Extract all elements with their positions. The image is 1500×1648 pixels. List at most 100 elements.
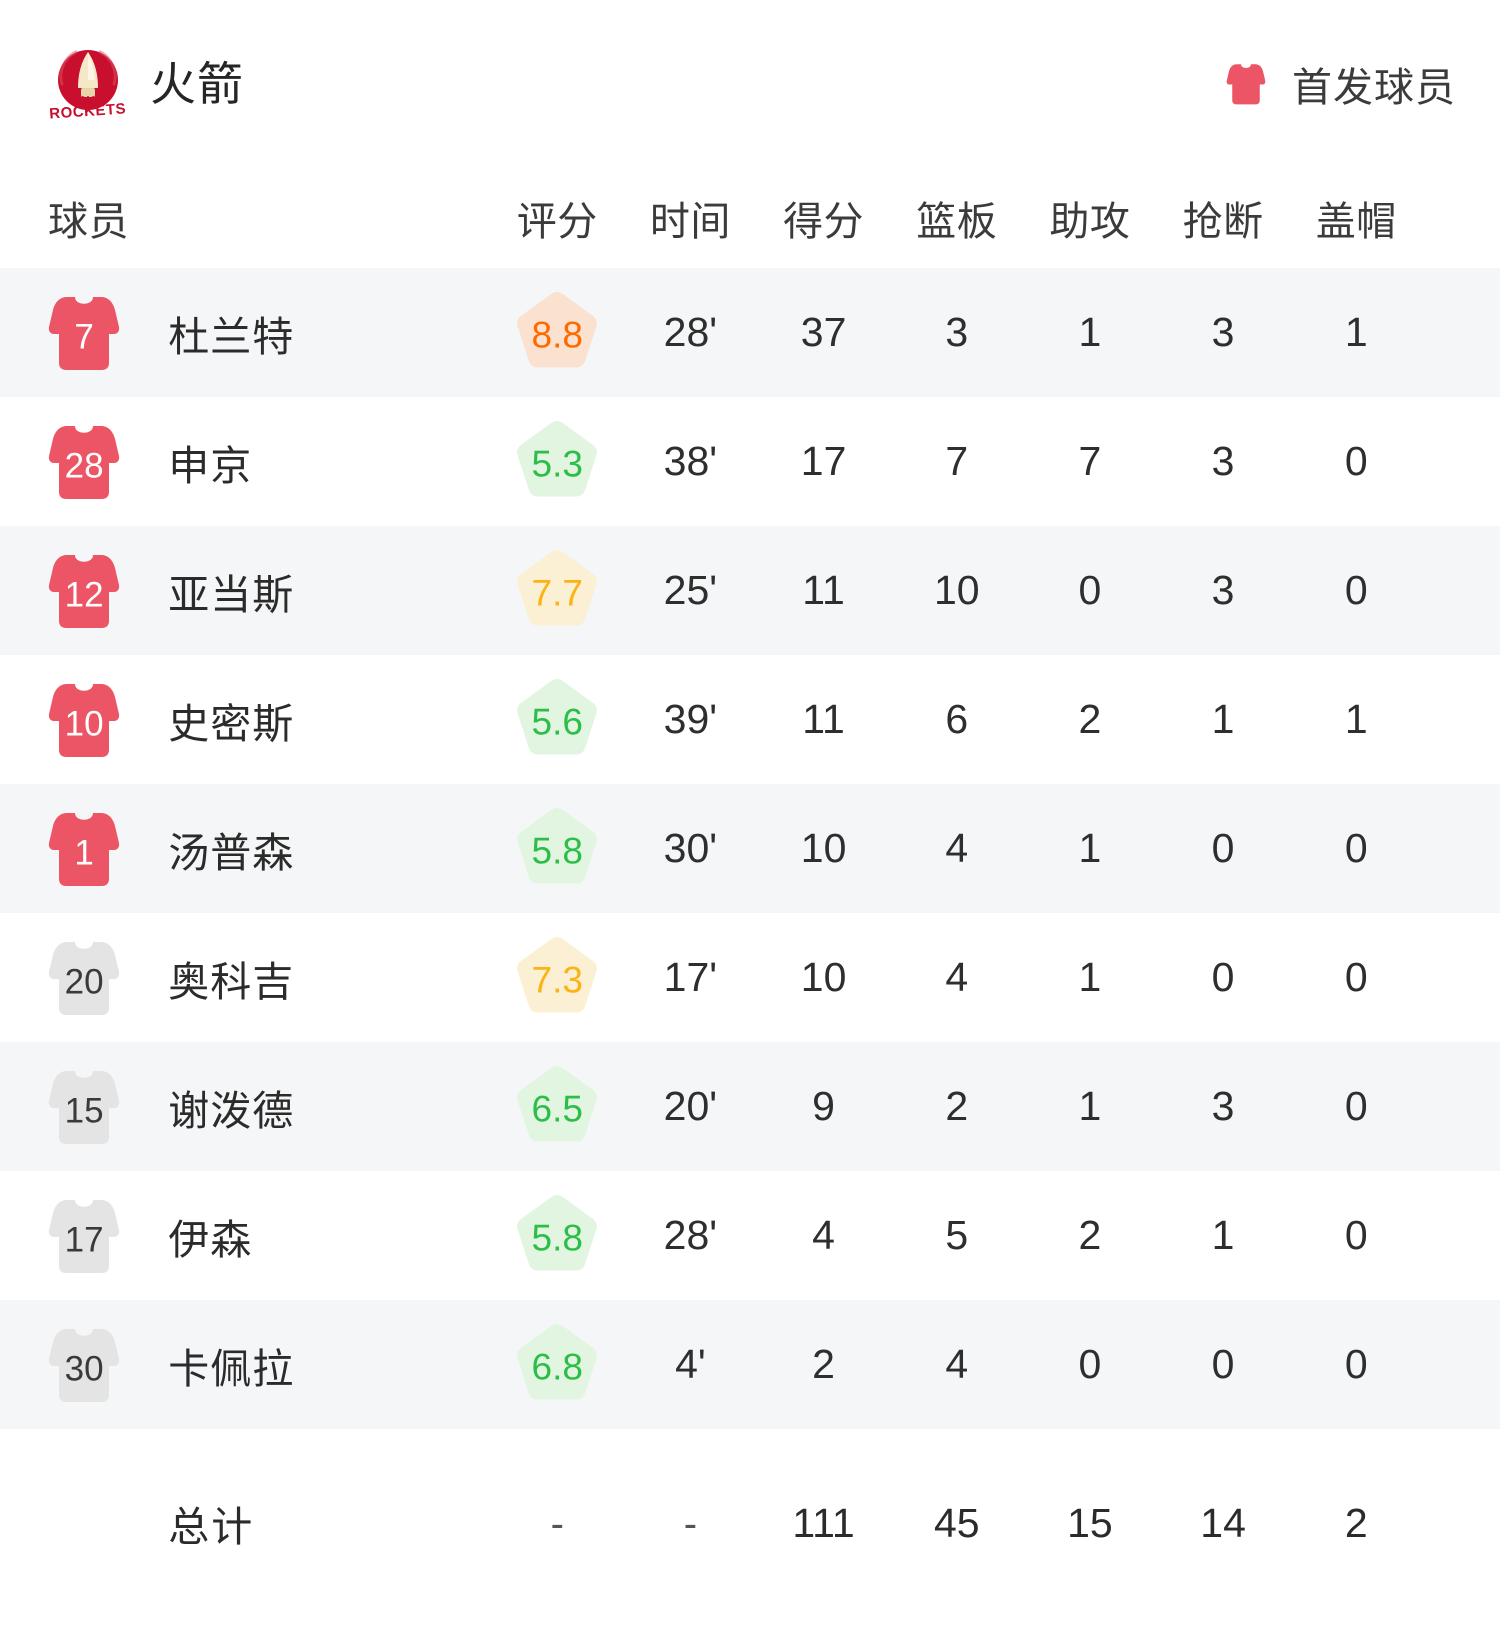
player-name[interactable]: 史密斯 bbox=[168, 700, 295, 747]
player-jersey-cell: 1 bbox=[0, 784, 168, 913]
stat-rebounds: 4 bbox=[945, 825, 969, 871]
player-name[interactable]: 汤普森 bbox=[168, 829, 295, 876]
table-row[interactable]: 28 申京 5.3 38' 17 7 7 3 0 bbox=[0, 397, 1500, 526]
column-header-blocks[interactable]: 盖帽 bbox=[1289, 168, 1423, 268]
stat-points: 9 bbox=[812, 1083, 835, 1129]
rockets-logo-icon: ROCKETS bbox=[48, 44, 128, 124]
jersey-icon: 7 bbox=[45, 293, 123, 373]
stat-rebounds: 4 bbox=[945, 1341, 969, 1387]
totals-minutes: - bbox=[683, 1501, 698, 1546]
player-name[interactable]: 卡佩拉 bbox=[168, 1345, 295, 1392]
player-jersey-cell: 30 bbox=[0, 1300, 168, 1429]
rating-value: 5.6 bbox=[531, 701, 583, 743]
rating-value: 5.8 bbox=[531, 830, 583, 872]
totals-assists: 15 bbox=[1067, 1499, 1113, 1546]
stat-minutes: 20' bbox=[663, 1083, 718, 1129]
stat-assists: 7 bbox=[1078, 438, 1102, 484]
row-spacer bbox=[1423, 397, 1500, 526]
stat-blocks: 0 bbox=[1344, 1341, 1368, 1387]
stat-assists: 1 bbox=[1078, 309, 1102, 355]
jersey-number: 20 bbox=[64, 962, 104, 1002]
table-row[interactable]: 20 奥科吉 7.3 17' 10 4 1 0 0 bbox=[0, 913, 1500, 1042]
table-row[interactable]: 12 亚当斯 7.7 25' 11 10 0 3 0 bbox=[0, 526, 1500, 655]
player-jersey-cell: 15 bbox=[0, 1042, 168, 1171]
jersey-icon: 10 bbox=[45, 680, 123, 760]
box-score-table: 球员 评分 时间 得分 篮板 助攻 抢断 盖帽 7 杜兰特 8.8 28' 37 3 1 3 1… bbox=[0, 168, 1500, 1617]
column-header-player[interactable]: 球员 bbox=[0, 168, 491, 268]
rating-value: 6.5 bbox=[531, 1088, 583, 1130]
stat-points: 10 bbox=[800, 825, 847, 871]
table-row[interactable]: 1 汤普森 5.8 30' 10 4 1 0 0 bbox=[0, 784, 1500, 913]
stat-blocks: 0 bbox=[1344, 567, 1368, 613]
row-spacer bbox=[1423, 1171, 1500, 1300]
column-header-steals[interactable]: 抢断 bbox=[1156, 168, 1290, 268]
player-rating-cell: 8.8 bbox=[491, 268, 624, 397]
stat-rebounds: 6 bbox=[945, 696, 969, 742]
stat-rebounds: 7 bbox=[945, 438, 969, 484]
stat-minutes: 4' bbox=[675, 1341, 706, 1387]
row-spacer bbox=[1423, 1042, 1500, 1171]
stat-assists: 2 bbox=[1078, 696, 1102, 742]
stat-points: 2 bbox=[812, 1341, 835, 1387]
rating-value: 7.7 bbox=[531, 572, 583, 614]
table-row[interactable]: 17 伊森 5.8 28' 4 5 2 1 0 bbox=[0, 1171, 1500, 1300]
player-jersey-cell: 17 bbox=[0, 1171, 168, 1300]
table-row[interactable]: 10 史密斯 5.6 39' 11 6 2 1 1 bbox=[0, 655, 1500, 784]
table-row[interactable]: 15 谢泼德 6.5 20' 9 2 1 3 0 bbox=[0, 1042, 1500, 1171]
row-spacer bbox=[1423, 268, 1500, 397]
svg-text:ROCKETS: ROCKETS bbox=[49, 100, 127, 122]
column-header-minutes[interactable]: 时间 bbox=[623, 168, 757, 268]
team-name: 火箭 bbox=[150, 58, 244, 110]
table-header-row: 球员 评分 时间 得分 篮板 助攻 抢断 盖帽 bbox=[0, 168, 1500, 268]
column-header-rating[interactable]: 评分 bbox=[490, 168, 624, 268]
player-rating-cell: 5.3 bbox=[491, 397, 624, 526]
totals-rating: - bbox=[550, 1501, 564, 1546]
stat-blocks: 0 bbox=[1344, 438, 1368, 484]
stat-minutes: 30' bbox=[663, 825, 718, 871]
stat-points: 17 bbox=[800, 438, 847, 484]
player-name[interactable]: 杜兰特 bbox=[168, 313, 295, 360]
player-rating-cell: 5.8 bbox=[491, 784, 624, 913]
jersey-icon: 20 bbox=[45, 938, 123, 1018]
stat-assists: 1 bbox=[1078, 1083, 1102, 1129]
player-jersey-cell: 12 bbox=[0, 526, 168, 655]
rating-badge: 5.8 bbox=[511, 803, 603, 895]
column-header-assists[interactable]: 助攻 bbox=[1023, 168, 1157, 268]
column-header-points[interactable]: 得分 bbox=[756, 168, 891, 268]
totals-jersey-spacer bbox=[0, 1429, 168, 1617]
jersey-icon: 28 bbox=[45, 422, 123, 502]
rating-value: 5.3 bbox=[531, 443, 583, 485]
stat-steals: 3 bbox=[1211, 1083, 1235, 1129]
jersey-number: 12 bbox=[64, 575, 104, 615]
stat-points: 10 bbox=[800, 954, 847, 1000]
row-spacer bbox=[1423, 784, 1500, 913]
jersey-number: 1 bbox=[74, 833, 94, 873]
stat-blocks: 0 bbox=[1344, 954, 1368, 1000]
starters-legend: 首发球员 bbox=[1222, 55, 1456, 113]
stat-minutes: 38' bbox=[663, 438, 718, 484]
rating-badge: 5.3 bbox=[511, 416, 603, 508]
player-name[interactable]: 奥科吉 bbox=[168, 958, 295, 1005]
stat-assists: 0 bbox=[1078, 1341, 1102, 1387]
player-name[interactable]: 伊森 bbox=[168, 1216, 253, 1263]
stat-minutes: 25' bbox=[663, 567, 718, 613]
totals-blocks: 2 bbox=[1344, 1499, 1368, 1546]
totals-row: 总计 - - 111 45 15 14 2 bbox=[0, 1429, 1500, 1617]
stat-steals: 3 bbox=[1211, 309, 1235, 355]
row-spacer bbox=[1423, 526, 1500, 655]
table-row[interactable]: 30 卡佩拉 6.8 4' 2 4 0 0 0 bbox=[0, 1300, 1500, 1429]
row-spacer bbox=[1423, 655, 1500, 784]
table-row[interactable]: 7 杜兰特 8.8 28' 37 3 1 3 1 bbox=[0, 268, 1500, 397]
team-identity[interactable]: ROCKETS 火箭 bbox=[48, 44, 244, 124]
stat-steals: 0 bbox=[1211, 825, 1235, 871]
column-header-rebounds[interactable]: 篮板 bbox=[890, 168, 1024, 268]
player-name[interactable]: 申京 bbox=[168, 442, 253, 489]
stat-rebounds: 3 bbox=[945, 309, 969, 355]
player-name[interactable]: 谢泼德 bbox=[168, 1087, 295, 1134]
stat-steals: 0 bbox=[1211, 1341, 1235, 1387]
stat-blocks: 0 bbox=[1344, 1083, 1368, 1129]
jersey-number: 10 bbox=[64, 704, 104, 744]
rating-badge: 7.7 bbox=[511, 545, 603, 637]
totals-steals: 14 bbox=[1200, 1499, 1246, 1546]
player-name[interactable]: 亚当斯 bbox=[168, 571, 295, 618]
